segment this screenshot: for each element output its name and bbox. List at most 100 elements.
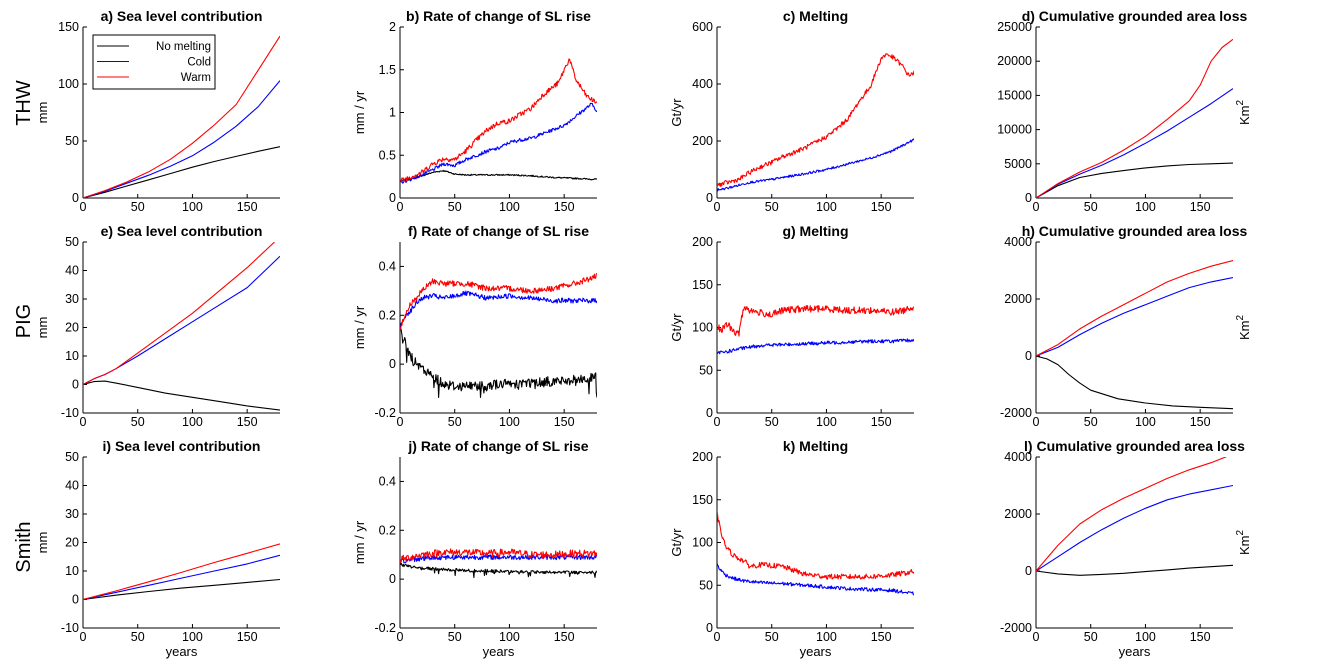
y-tick-label: 0: [706, 621, 713, 635]
x-tick-label: 100: [816, 200, 837, 214]
y-axis-label: Km2: [1235, 315, 1252, 341]
series-line-no-melting: [400, 169, 597, 182]
series-line-no-melting: [1036, 162, 1233, 198]
y-tick-label: 20: [65, 536, 79, 550]
x-tick-label: 50: [765, 415, 779, 429]
y-axis-label: Km2: [1235, 100, 1252, 126]
panel-b: 0 0.5 1 1.5 2 0 50 100 150 b) Rate of change of S…: [352, 8, 597, 214]
y-tick-label: 150: [58, 20, 79, 34]
series-line-no-melting: [400, 562, 597, 579]
y-tick-label: 200: [692, 235, 713, 249]
series-line-warm: [400, 548, 597, 563]
panel-a: 0 50 100 150 0 50 100 150 a) Sea level contribut…: [35, 8, 280, 214]
x-tick-label: 100: [182, 630, 203, 644]
series-group: [400, 272, 597, 399]
series-line-cold: [400, 102, 597, 184]
x-tick-label: 50: [131, 415, 145, 429]
panel-g: 0 50 100 150 200 0 50 100 150 g) Melting Gt/yr: [669, 223, 914, 429]
series-line-warm: [83, 35, 280, 198]
x-tick-label: 50: [1084, 415, 1098, 429]
y-tick-label: 0: [72, 593, 79, 607]
y-tick-label: 400: [692, 77, 713, 91]
x-tick-label: 50: [765, 200, 779, 214]
series-group: [83, 35, 280, 198]
y-tick-label: 0: [1025, 564, 1032, 578]
legend: No melting Cold Warm: [92, 34, 216, 90]
x-tick-label: 100: [499, 415, 520, 429]
y-tick-label: -10: [61, 621, 79, 635]
x-tick-label: 100: [182, 200, 203, 214]
series-line-cold: [1036, 88, 1233, 198]
y-axis-label: mm / yr: [352, 90, 367, 134]
y-tick-label: 10: [65, 349, 79, 363]
series-line-cold: [83, 255, 280, 385]
x-tick-label: 0: [80, 415, 87, 429]
x-tick-label: 100: [1135, 200, 1156, 214]
series-line-warm: [717, 53, 914, 187]
panel-k: 0 50 100 150 200 0 50 100 150 k) Melting Gt/yr year…: [669, 438, 914, 659]
series-group: [1036, 457, 1233, 576]
y-tick-label: -2000: [1000, 406, 1032, 420]
series-group: [83, 242, 280, 411]
series-group: [1036, 38, 1233, 198]
row-label-pig: PIG: [13, 304, 35, 338]
series-line-no-melting: [1036, 564, 1233, 576]
y-tick-label: 1: [389, 106, 396, 120]
series-line-cold: [1036, 277, 1233, 357]
y-tick-label: 40: [65, 479, 79, 493]
x-tick-label: 0: [714, 630, 721, 644]
series-line-warm: [83, 242, 275, 385]
series-line-cold: [1036, 484, 1233, 572]
series-line-cold: [717, 338, 914, 355]
y-tick-label: 5000: [1004, 157, 1032, 171]
series-line-warm: [83, 543, 280, 601]
x-tick-label: 150: [1190, 200, 1211, 214]
x-tick-label: 50: [765, 630, 779, 644]
y-tick-label: 0: [706, 191, 713, 205]
panel-title: i) Sea level contribution: [103, 438, 261, 454]
y-axis-label: mm: [35, 317, 50, 339]
y-axis-label: Gt/yr: [669, 313, 684, 342]
x-axis-label: years: [483, 644, 515, 659]
series-line-warm: [1036, 259, 1233, 357]
y-tick-label: 2000: [1004, 507, 1032, 521]
series-group: [717, 510, 914, 596]
x-tick-label: 100: [1135, 415, 1156, 429]
x-tick-label: 150: [237, 630, 258, 644]
series-line-warm: [400, 272, 597, 331]
x-tick-label: 150: [554, 200, 575, 214]
x-tick-label: 150: [1190, 630, 1211, 644]
x-tick-label: 0: [397, 415, 404, 429]
y-tick-label: 10: [65, 564, 79, 578]
y-tick-label: 0: [389, 357, 396, 371]
y-tick-label: 20: [65, 321, 79, 335]
x-tick-label: 50: [1084, 200, 1098, 214]
y-tick-label: -0.2: [374, 406, 396, 420]
series-line-no-melting: [83, 578, 280, 601]
y-tick-label: 0: [706, 406, 713, 420]
y-tick-label: 0.2: [379, 523, 396, 537]
y-tick-label: 10000: [997, 123, 1032, 137]
series-line-cold: [717, 562, 914, 596]
x-tick-label: 150: [1190, 415, 1211, 429]
panel-title: d) Cumulative grounded area loss: [1022, 8, 1248, 24]
series-line-no-melting: [400, 324, 597, 399]
x-tick-label: 100: [816, 415, 837, 429]
x-tick-label: 50: [131, 630, 145, 644]
series-line-cold: [83, 554, 280, 601]
y-tick-label: 40: [65, 264, 79, 278]
series-group: [717, 305, 914, 355]
panel-title: a) Sea level contribution: [101, 8, 263, 24]
row-label-smith: Smith: [13, 521, 35, 572]
y-tick-label: 2: [389, 20, 396, 34]
panel-title: l) Cumulative grounded area loss: [1024, 438, 1245, 454]
panel-title: k) Melting: [783, 438, 848, 454]
x-tick-label: 100: [499, 200, 520, 214]
legend-label: Cold: [187, 57, 211, 69]
x-tick-label: 150: [871, 200, 892, 214]
y-tick-label: 25000: [997, 20, 1032, 34]
